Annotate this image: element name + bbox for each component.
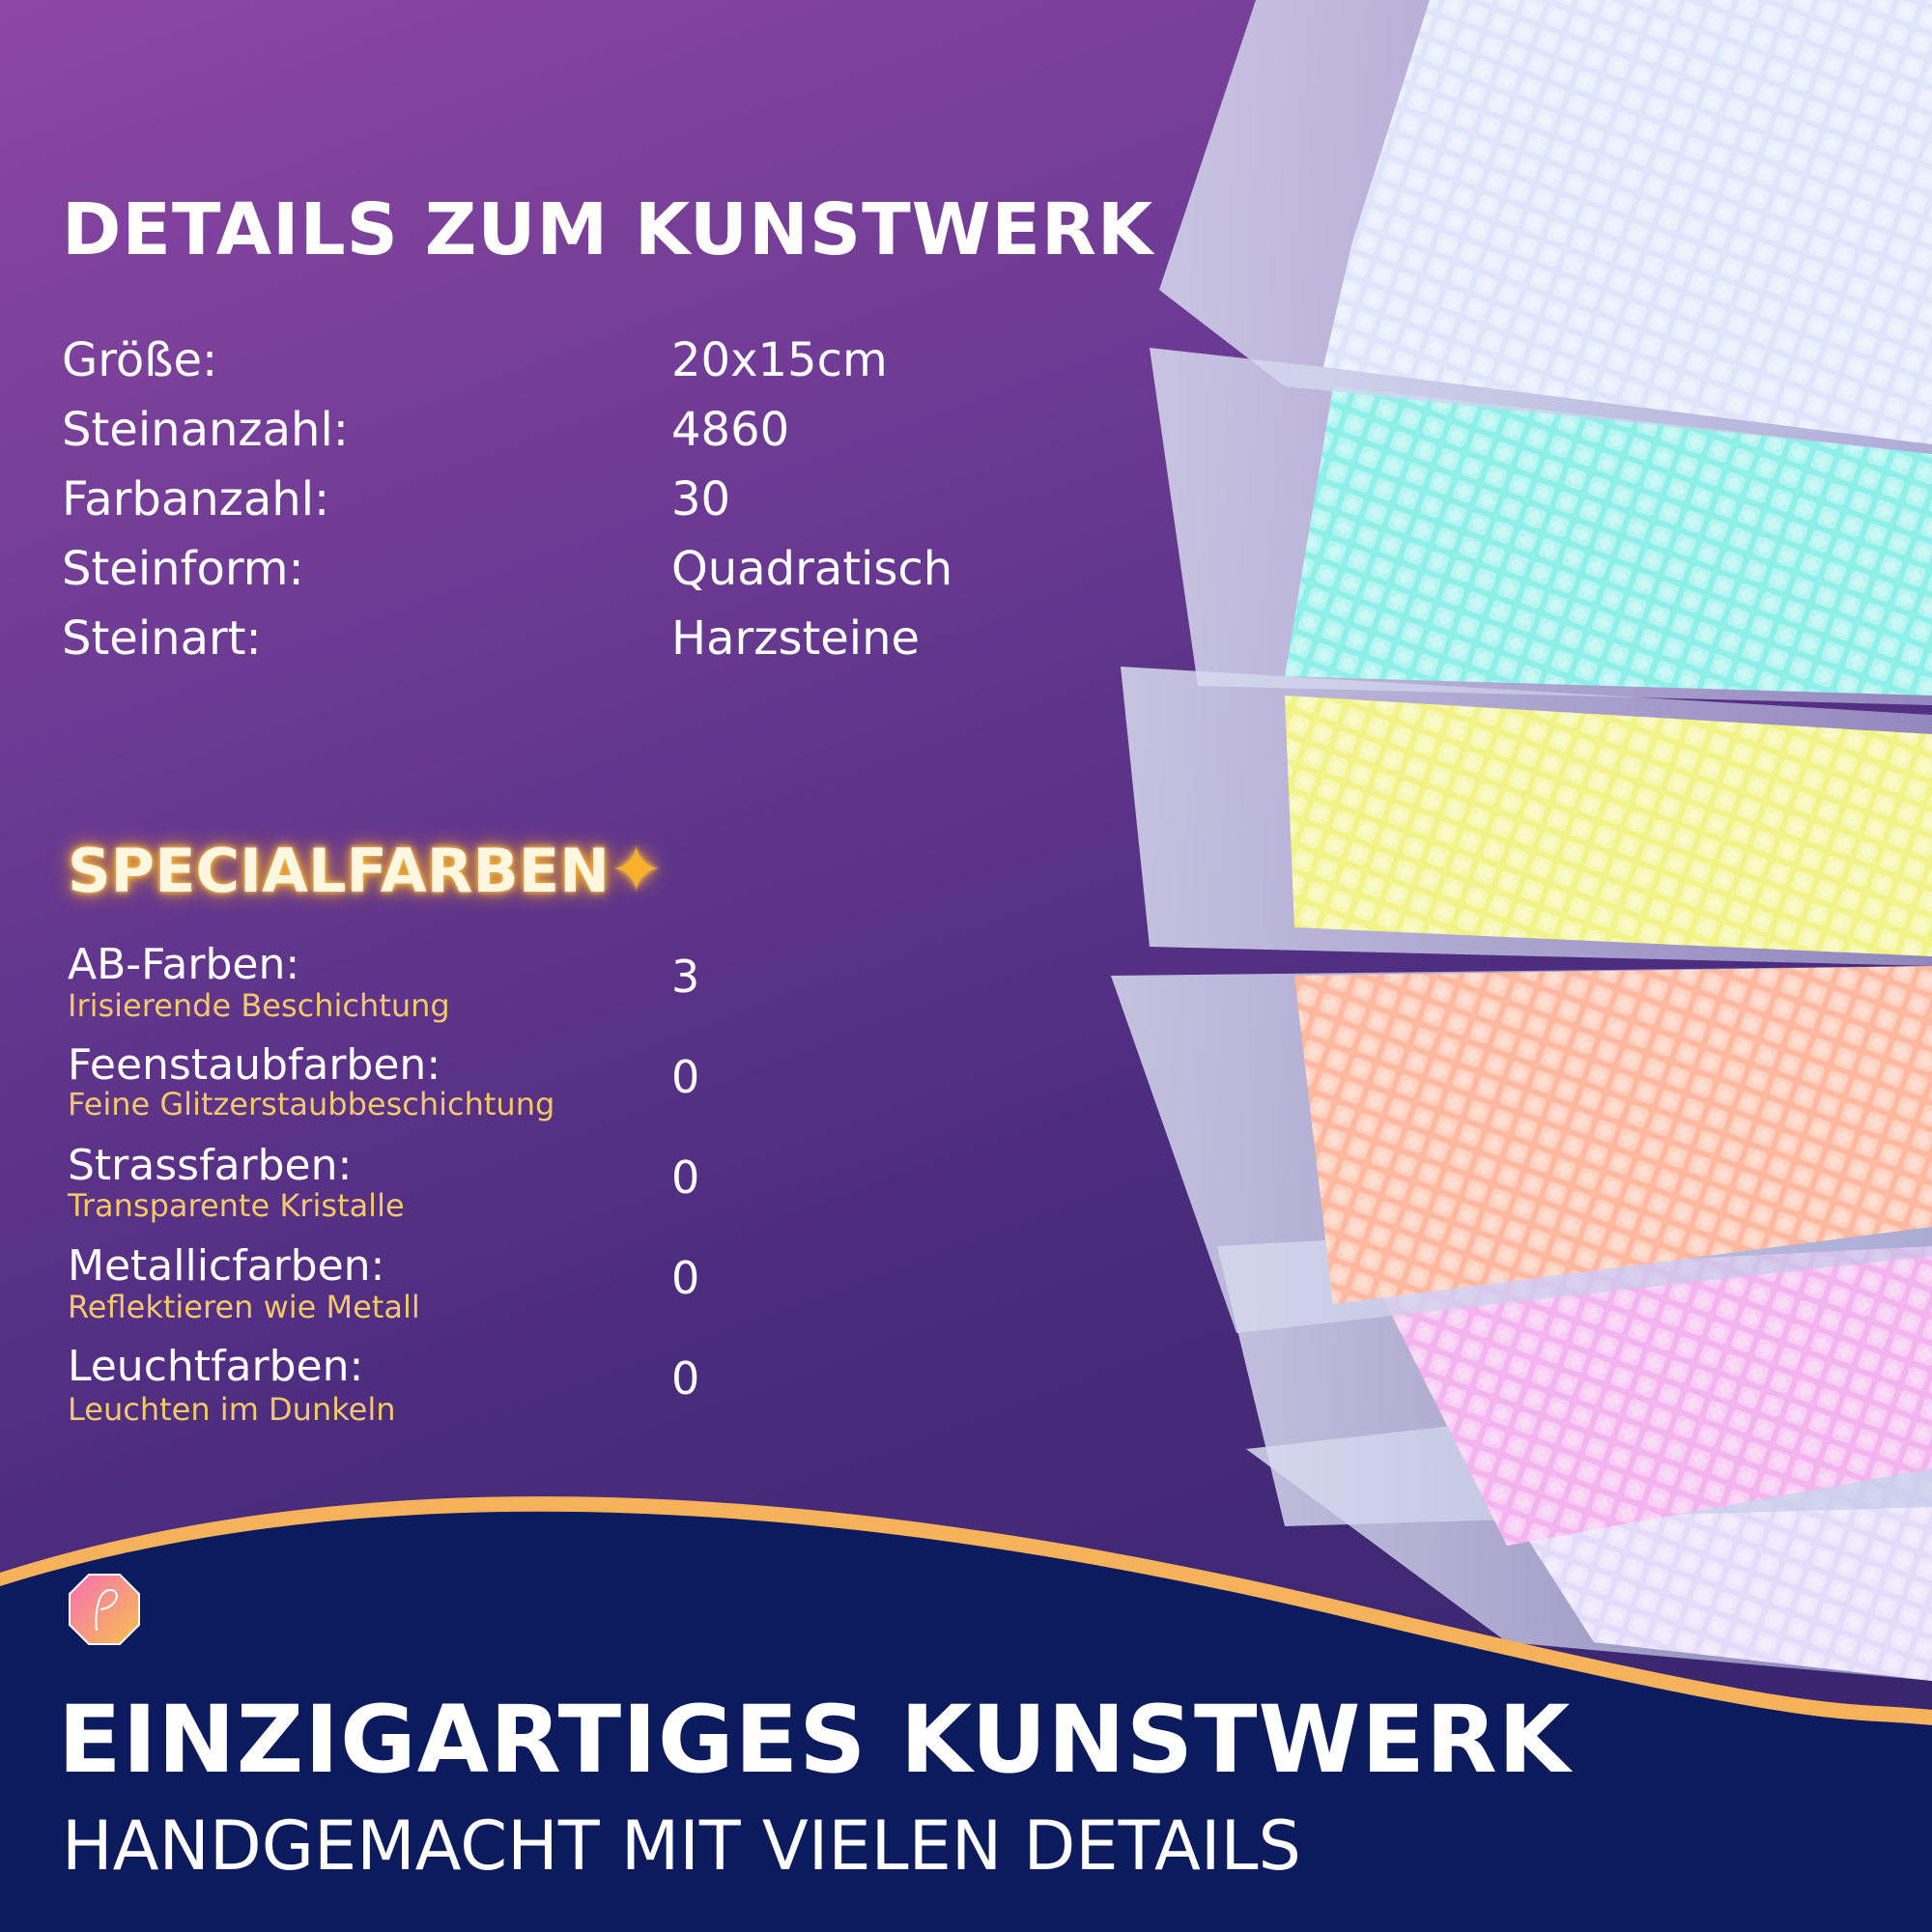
special-description: Feine Glitzerstaubbeschichtung [68,1086,555,1122]
detail-label: Größe: [62,333,218,387]
detail-label: Steinform: [62,542,304,596]
detail-value: 20x15cm [671,333,888,387]
bag-yellow [1121,667,1932,966]
brand-logo-icon [69,1574,140,1645]
special-description: Leuchten im Dunkeln [68,1391,396,1428]
special-description: Transparente Kristalle [68,1187,405,1224]
bag-cyan [1150,348,1932,705]
bag-peach [1111,966,1932,1333]
special-label: Strassfarben: [68,1141,353,1190]
bottom-banner [0,1496,1932,1932]
details-title: DETAILS ZUM KUNSTWERK [62,188,1154,271]
detail-label: Steinart: [62,611,262,666]
bag-white [1159,0,1932,454]
sparkles-icon: ✦ [609,833,664,907]
detail-label: Farbanzahl: [62,472,330,526]
special-label: AB-Farben: [68,940,300,989]
special-value: 0 [671,1051,700,1103]
special-colors-title: SPECIALFARBEN✦ [68,833,663,907]
detail-value: 4860 [671,403,790,457]
special-title-text: SPECIALFARBEN [68,836,610,906]
special-label: Leuchtfarben: [68,1342,364,1391]
special-description: Irisierende Beschichtung [68,987,450,1024]
special-value: 0 [671,1151,700,1204]
special-label: Feenstaubfarben: [68,1040,441,1090]
special-value: 0 [671,1352,700,1405]
detail-label: Steinanzahl: [62,403,349,457]
special-description: Reflektieren wie Metall [68,1289,420,1325]
detail-value: 30 [671,472,731,526]
special-value: 0 [671,1252,700,1304]
detail-value: Quadratisch [671,542,953,596]
banner-headline: EINZIGARTIGES KUNSTWERK [58,1686,1572,1794]
banner-subline: HANDGEMACHT MIT VIELEN DETAILS [62,1806,1301,1886]
special-label: Metallicfarben: [68,1241,385,1291]
detail-value: Harzsteine [671,611,921,666]
special-value: 3 [671,951,700,1003]
